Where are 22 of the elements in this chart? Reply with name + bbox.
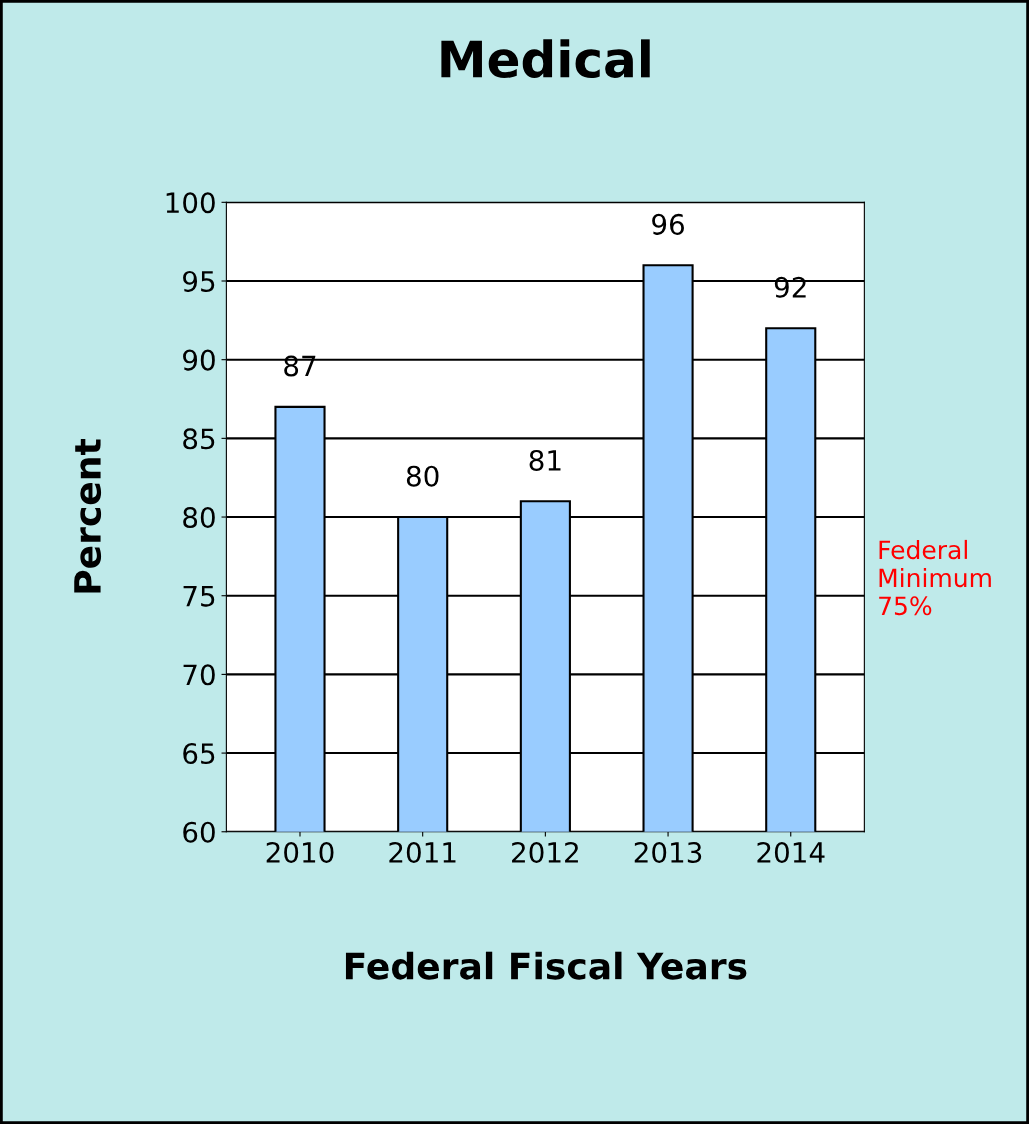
- y-tick-label: 65: [183, 743, 215, 765]
- data-label: 81: [529, 449, 561, 471]
- data-label: 80: [406, 465, 439, 487]
- y-tick-label: 70: [183, 664, 215, 686]
- y-tick-label: 80: [183, 506, 215, 528]
- x-tick-label: 2014: [757, 841, 825, 863]
- x-tick-label: 2010: [266, 841, 334, 863]
- x-tick-label: 2011: [389, 841, 456, 863]
- y-tick-label: 75: [183, 586, 215, 607]
- data-label: 96: [652, 213, 684, 235]
- y-tick-label: 60: [183, 821, 215, 843]
- y-tick-label: 85: [183, 428, 215, 450]
- x-tick-label: 2012: [512, 841, 578, 863]
- chart-title: Medical: [441, 39, 650, 79]
- y-tick-label: 100: [166, 192, 215, 214]
- data-label: 87: [284, 355, 316, 377]
- x-axis-title: Federal Fiscal Years: [345, 951, 747, 980]
- y-tick-label: 90: [183, 349, 215, 371]
- x-tick-label: 2013: [634, 841, 702, 863]
- text: Federal Minimum 75%: [879, 539, 991, 616]
- y-tick-label: 95: [183, 270, 215, 292]
- y-axis-title: Percent: [74, 439, 102, 593]
